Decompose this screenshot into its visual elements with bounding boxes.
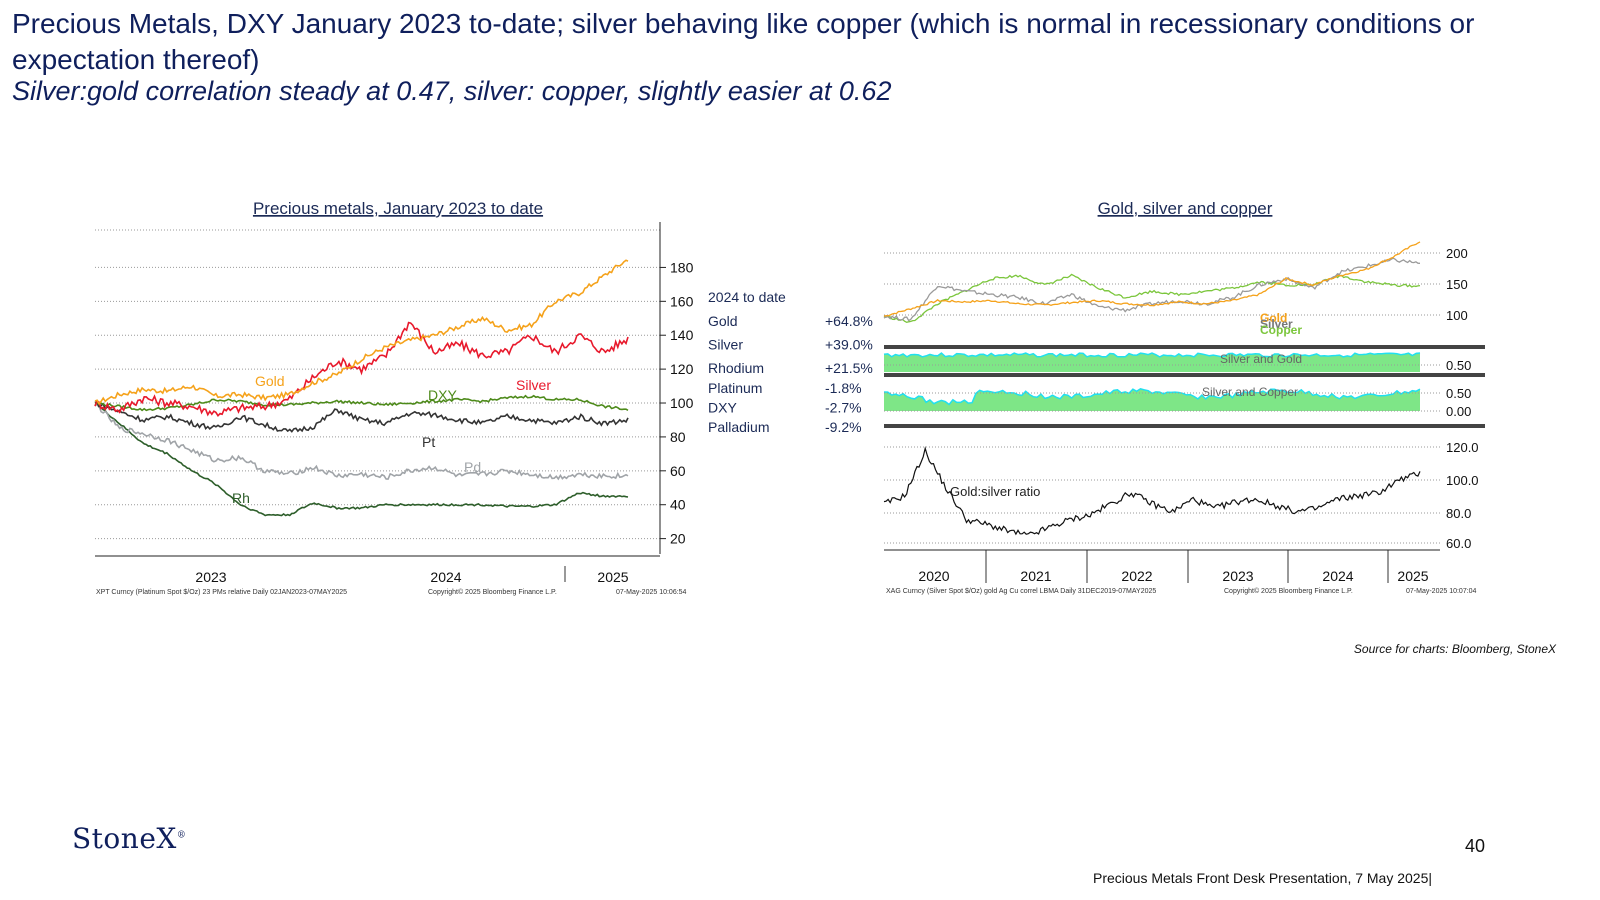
rtick-60: 60.0 bbox=[1446, 536, 1471, 551]
chart-left-series bbox=[94, 259, 629, 517]
label-dxy: DXY bbox=[428, 387, 457, 403]
perf-value: +39.0% bbox=[825, 337, 873, 353]
chart-left-inline-labels: Gold Silver DXY Pt Pd Rh bbox=[232, 373, 551, 506]
x-tick-2025: 2025 bbox=[597, 569, 628, 585]
rx-2025: 2025 bbox=[1397, 568, 1428, 584]
legend-copper: Copper bbox=[1260, 323, 1302, 337]
chart-left-y-axis: 20 40 60 80 100 120 140 160 180 bbox=[95, 222, 694, 557]
series-line-pd bbox=[94, 400, 629, 481]
series-line-pt bbox=[94, 401, 629, 433]
perf-value: -2.7% bbox=[825, 400, 862, 416]
rtick-80: 80.0 bbox=[1446, 506, 1471, 521]
y-tick-label: 160 bbox=[670, 293, 694, 309]
perf-name: DXY bbox=[708, 400, 737, 416]
chart-right-x-axis: 2020 2021 2022 2023 2024 2025 bbox=[918, 568, 1428, 584]
rtick-corr-sg: 0.50 bbox=[1446, 358, 1471, 373]
perf-value: -1.8% bbox=[825, 380, 862, 396]
series-line-rh bbox=[94, 403, 629, 517]
label-rh: Rh bbox=[232, 490, 250, 506]
chart-left-grid bbox=[95, 229, 660, 540]
chart-left-footnote-left: XPT Curncy (Platinum Spot $/Oz) 23 PMs r… bbox=[96, 589, 347, 596]
corr-sc-fill bbox=[884, 388, 1420, 411]
rtick-150: 150 bbox=[1446, 277, 1468, 292]
rtick-100: 100 bbox=[1446, 308, 1468, 323]
chart-right-footnote-mid: Copyright© 2025 Bloomberg Finance L.P. bbox=[1224, 587, 1353, 595]
perf-name: Platinum bbox=[708, 380, 762, 396]
label-silver: Silver bbox=[516, 377, 551, 393]
chart-right-footnote-right: 07-May-2025 10:07:04 bbox=[1406, 588, 1477, 595]
rtick-120: 120.0 bbox=[1446, 440, 1479, 455]
rx-2020: 2020 bbox=[918, 568, 949, 584]
rx-2022: 2022 bbox=[1121, 568, 1152, 584]
legend-gold: Gold bbox=[1260, 311, 1287, 325]
legend-silver: Silver bbox=[1260, 317, 1293, 331]
series-line-silver bbox=[94, 321, 629, 417]
perf-value: +64.8% bbox=[825, 313, 873, 329]
corr-sg-fill bbox=[884, 353, 1420, 372]
footer-text: Precious Metals Front Desk Presentation,… bbox=[1093, 870, 1433, 886]
page-subtitle: Silver:gold correlation steady at 0.47, … bbox=[12, 76, 892, 106]
perf-value: +21.5% bbox=[825, 360, 873, 376]
label-silver-and-copper: Silver and Copper bbox=[1202, 385, 1298, 399]
series-line-gold bbox=[883, 241, 1421, 317]
perf-value: -9.2% bbox=[825, 419, 862, 435]
y-tick-label: 100 bbox=[670, 395, 694, 411]
y-tick-label: 40 bbox=[670, 497, 686, 513]
label-silver-and-gold: Silver and Gold bbox=[1220, 352, 1302, 366]
y-tick-label: 80 bbox=[670, 429, 686, 445]
label-pt: Pt bbox=[422, 434, 435, 450]
rtick-200: 200 bbox=[1446, 246, 1468, 261]
label-gold-silver-ratio: Gold:silver ratio bbox=[950, 484, 1040, 499]
corr-sg-line bbox=[883, 352, 1421, 358]
perf-name: Rhodium bbox=[708, 360, 764, 376]
chart-right-y-ticks: 200 150 100 0.50 0.50 0.00 120.0 100.0 8… bbox=[1446, 246, 1479, 551]
y-tick-label: 60 bbox=[670, 463, 686, 479]
y-tick-label: 20 bbox=[670, 531, 686, 547]
series-line-gold bbox=[94, 259, 629, 406]
x-tick-2023: 2023 bbox=[195, 569, 226, 585]
rx-2024: 2024 bbox=[1322, 568, 1353, 584]
stonex-logo: StoneX® bbox=[72, 822, 187, 855]
source-note: Source for charts: Bloomberg, StoneX bbox=[1353, 642, 1556, 656]
x-tick-2024: 2024 bbox=[430, 569, 461, 585]
precious-metals-chart: Precious metals, January 2023 to date 20… bbox=[94, 199, 873, 596]
logo-text: StoneX bbox=[72, 822, 177, 855]
rtick-100b: 100.0 bbox=[1446, 473, 1479, 488]
series-line-silver bbox=[883, 257, 1421, 322]
series-line-gold-silver-ratio bbox=[883, 445, 1421, 536]
page-title: Precious Metals, DXY January 2023 to-dat… bbox=[12, 8, 1475, 75]
chart-left-footnote-mid: Copyright© 2025 Bloomberg Finance L.P. bbox=[428, 588, 557, 596]
chart-left-footnote-right: 07-May-2025 10:06:54 bbox=[616, 589, 687, 596]
page-number: 40 bbox=[1465, 836, 1486, 856]
performance-table: 2024 to date Gold +64.8% Silver +39.0% Rhodi… bbox=[708, 289, 873, 435]
series-line-dxy bbox=[94, 394, 629, 412]
chart-left-title: Precious metals, January 2023 to date bbox=[253, 199, 543, 218]
chart-right-panels bbox=[883, 241, 1485, 583]
right-panel-labels: Gold Silver Copper Silver and Gold Silve… bbox=[950, 311, 1302, 499]
perf-name: Gold bbox=[708, 313, 738, 329]
y-tick-label: 140 bbox=[670, 327, 694, 343]
label-gold: Gold bbox=[255, 373, 285, 389]
chart-left-x-axis: 2023 2024 2025 bbox=[195, 566, 629, 585]
perf-name: Silver bbox=[708, 337, 743, 353]
y-tick-label: 180 bbox=[670, 259, 694, 275]
rx-2023: 2023 bbox=[1222, 568, 1253, 584]
y-tick-label: 120 bbox=[670, 361, 694, 377]
rx-2021: 2021 bbox=[1020, 568, 1051, 584]
perf-header: 2024 to date bbox=[708, 289, 786, 305]
gold-silver-copper-chart: Gold, silver and copper Gold Silver Copp… bbox=[883, 199, 1485, 595]
label-pd: Pd bbox=[464, 459, 481, 475]
perf-name: Palladium bbox=[708, 419, 769, 435]
chart-right-title: Gold, silver and copper bbox=[1098, 199, 1273, 218]
chart-right-footnote-left: XAG Curncy (Silver Spot $/Oz) gold Ag Cu… bbox=[886, 588, 1156, 595]
rtick-corr-sc-050: 0.50 bbox=[1446, 386, 1471, 401]
rtick-corr-sc-000: 0.00 bbox=[1446, 404, 1471, 419]
